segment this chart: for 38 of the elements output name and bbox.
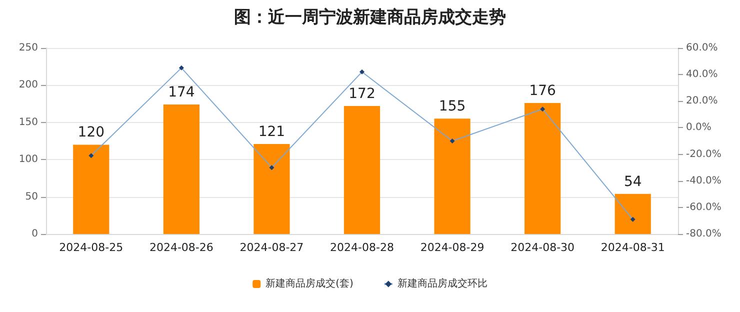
bar — [254, 144, 290, 234]
x-tick-label: 2024-08-29 — [420, 241, 484, 254]
y-tick-label: 250 — [18, 42, 38, 54]
y2-tick-label: 20.0% — [686, 96, 718, 107]
y-tick-label: 100 — [18, 154, 38, 166]
chart-title: 图：近一周宁波新建商品房成交走势 — [234, 8, 506, 28]
data-label: 172 — [348, 86, 376, 102]
legend-label: 新建商品房成交环比 — [397, 278, 488, 290]
data-label: 120 — [78, 124, 105, 141]
x-tick-label: 2024-08-26 — [149, 241, 214, 254]
bar — [73, 144, 110, 234]
data-label: 121 — [258, 124, 286, 140]
x-tick-label: 2024-08-28 — [330, 241, 394, 254]
bar — [344, 106, 380, 234]
x-tick-label: 2024-08-25 — [59, 241, 124, 254]
y-tick-label: 200 — [18, 80, 38, 91]
bar — [434, 118, 470, 234]
y2-tick-label: -60.0% — [686, 202, 722, 213]
x-tick-label: 2024-08-31 — [600, 241, 665, 254]
y2-tick-label: -40.0% — [686, 175, 722, 186]
y2-tick-label: -20.0% — [686, 148, 722, 160]
y2-tick-label: 40.0% — [686, 69, 718, 80]
y-tick-label: 50 — [25, 191, 38, 202]
bar — [614, 194, 651, 234]
y2-tick-label: 60.0% — [686, 42, 718, 54]
data-label: 174 — [168, 84, 195, 101]
y2-tick-label: -80.0% — [686, 228, 722, 240]
data-label: 155 — [438, 98, 466, 115]
y-tick-label: 150 — [18, 116, 38, 128]
data-label: 54 — [624, 174, 642, 190]
x-tick-label: 2024-08-27 — [240, 241, 304, 254]
y-tick-label: 0 — [32, 228, 38, 240]
bar — [163, 104, 200, 234]
y2-tick-label: 0.0% — [686, 122, 712, 134]
bar — [524, 103, 561, 234]
x-tick-label: 2024-08-30 — [510, 241, 575, 254]
legend-label: 新建商品房成交(套) — [266, 278, 354, 290]
data-label: 176 — [529, 83, 556, 100]
